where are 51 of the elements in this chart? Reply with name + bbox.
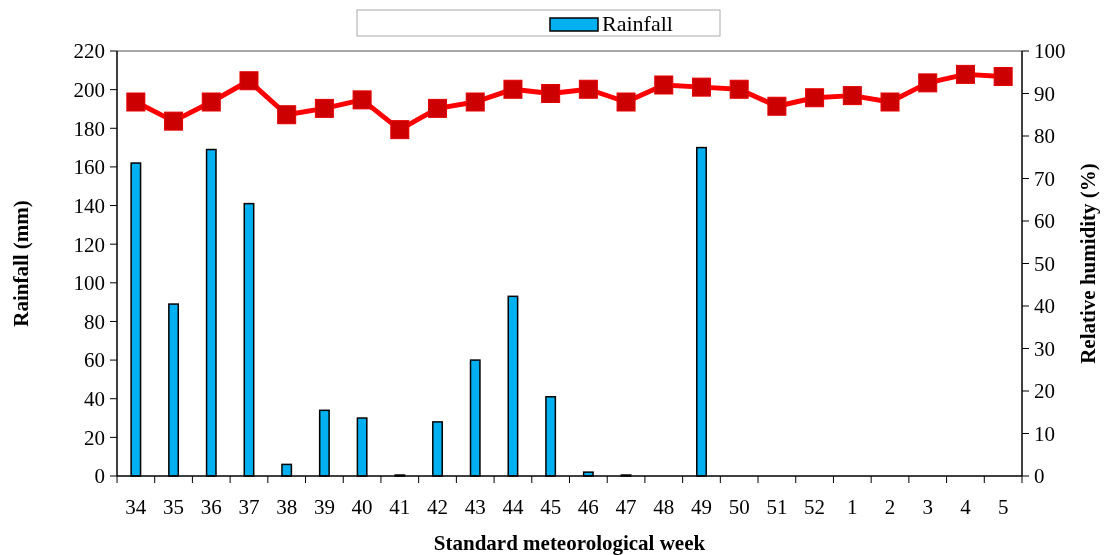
y-tick-label: 60 <box>84 348 105 373</box>
x-tick-label: 43 <box>464 495 486 519</box>
x-axis-title: Standard meteorological week <box>433 531 706 555</box>
x-tick-label: 37 <box>238 495 260 519</box>
y2-tick-label: 80 <box>1034 124 1055 149</box>
y-tick-label: 80 <box>84 309 105 334</box>
y2-tick-label: 20 <box>1034 379 1055 404</box>
x-tick-label: 2 <box>884 495 896 519</box>
y-tick-label: 180 <box>73 116 105 141</box>
y-axis-title: Rainfall (mm) <box>9 200 33 327</box>
x-tick-label: 52 <box>804 495 826 519</box>
x-tick-label: 45 <box>540 495 562 519</box>
x-tick-label: 40 <box>351 495 373 519</box>
y2-tick-label: 40 <box>1034 294 1055 319</box>
y2-tick-label: 90 <box>1034 81 1055 106</box>
y2-tick-label: 70 <box>1034 166 1055 191</box>
y-tick-label: 40 <box>84 387 105 412</box>
x-tick-label: 51 <box>766 495 788 519</box>
x-tick-label: 44 <box>502 495 524 519</box>
y2-tick-label: 100 <box>1034 39 1066 64</box>
x-tick-label: 41 <box>389 495 411 519</box>
x-tick-label: 1 <box>847 495 858 519</box>
x-tick-label: 36 <box>200 495 222 519</box>
y2-tick-label: 60 <box>1034 209 1055 234</box>
y-tick-label: 120 <box>73 232 105 257</box>
y2-tick-label: 50 <box>1034 251 1055 276</box>
y-tick-label: 220 <box>73 39 105 64</box>
x-tick-label: 5 <box>997 495 1009 519</box>
x-tick-label: 34 <box>125 495 147 519</box>
y-tick-label: 20 <box>84 425 105 450</box>
legend-label: Rainfall <box>602 11 673 36</box>
x-tick-label: 46 <box>577 495 599 519</box>
x-tick-label: 48 <box>653 495 675 519</box>
y-tick-label: 0 <box>94 464 105 489</box>
x-tick-label: 38 <box>276 495 298 519</box>
x-tick-label: 47 <box>615 495 637 519</box>
y2-tick-label: 30 <box>1034 336 1055 361</box>
y-tick-label: 160 <box>73 155 105 180</box>
x-tick-label: 39 <box>313 495 335 519</box>
y-tick-label: 200 <box>73 77 105 102</box>
y2-tick-label: 0 <box>1034 464 1045 489</box>
x-tick-label: 3 <box>922 495 933 519</box>
y2-axis-title: Relative humidity (%) <box>1076 163 1100 364</box>
x-tick-label: 4 <box>960 495 972 519</box>
y-tick-label: 140 <box>73 193 105 218</box>
x-tick-label: 50 <box>728 495 750 519</box>
x-tick-label: 49 <box>690 495 712 519</box>
y2-tick-label: 10 <box>1034 421 1055 446</box>
x-tick-label: 42 <box>427 495 449 519</box>
x-tick-label: 35 <box>163 495 185 519</box>
y-tick-label: 100 <box>73 271 105 296</box>
